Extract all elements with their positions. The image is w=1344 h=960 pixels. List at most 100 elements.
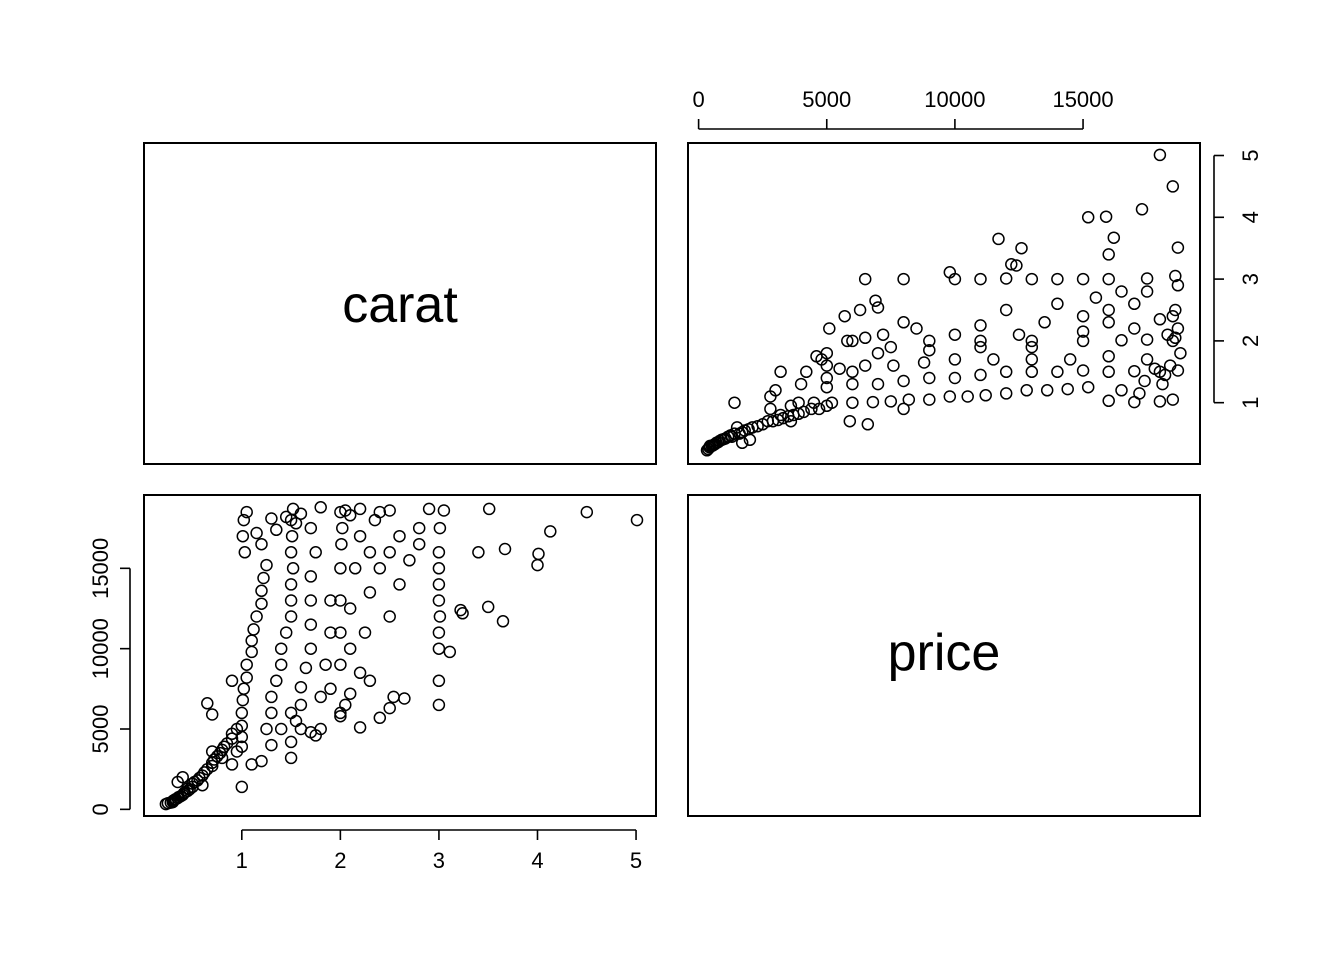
scatter-point [304, 594, 318, 607]
scatter-point [730, 421, 744, 434]
scatter-point [240, 505, 253, 519]
panel-carat-label-frame [143, 142, 657, 465]
scatter-point [245, 634, 258, 647]
scatter-point [353, 666, 367, 680]
diagonal-label-price: price [888, 624, 1001, 682]
scatter-point [743, 433, 757, 447]
scatter-point [1102, 316, 1115, 329]
scatter-point [245, 758, 258, 771]
y-tick-label-price: 15000 [88, 538, 113, 599]
scatter-point [432, 546, 446, 559]
scatter-point [1102, 365, 1115, 379]
scatter-point [432, 594, 446, 607]
scatter-point [1102, 272, 1115, 286]
scatter-point [339, 698, 352, 712]
scatter-point [1102, 394, 1115, 408]
scatter-point [974, 334, 987, 348]
scatter-point [846, 377, 859, 391]
scatter-point [363, 674, 377, 688]
scatter-point [284, 546, 298, 559]
scatter-point [334, 706, 347, 720]
scatter-point [304, 521, 318, 535]
scatter-point [764, 390, 777, 403]
scatter-point [235, 780, 249, 794]
scatter-point [858, 359, 872, 372]
scatter-point [284, 735, 298, 749]
scatter-point [235, 740, 249, 753]
scatter-point [923, 334, 936, 348]
y-tick-label-carat: 1 [1238, 397, 1263, 409]
scatter-point [201, 697, 214, 710]
scatter-point [236, 529, 250, 543]
scatter-point [373, 711, 387, 725]
scatter-point [1005, 258, 1018, 271]
scatter-point [1076, 364, 1090, 377]
scatter-point [1153, 395, 1167, 408]
scatter-point [383, 610, 396, 623]
scatter-point [198, 766, 211, 779]
y-tick-label-price: 5000 [88, 705, 113, 754]
scatter-point [207, 753, 221, 766]
scatter-point [433, 521, 447, 535]
scatter-point [974, 368, 987, 382]
scatter-point [1156, 377, 1169, 391]
scatter-point [1012, 328, 1026, 341]
scatter-point [1081, 380, 1095, 394]
x-tick-label-price: 15000 [1052, 87, 1113, 112]
scatter-point [974, 319, 987, 332]
scatter-point [363, 546, 377, 559]
scatter-point [1153, 148, 1167, 162]
scatter-point [923, 343, 936, 357]
scatter-point [285, 529, 299, 543]
scatter-point [235, 706, 249, 720]
scatter-point [240, 658, 253, 671]
scatter-point [237, 513, 251, 527]
scatter-point [1015, 241, 1028, 255]
scatter-point [820, 380, 834, 394]
scatter-point [393, 578, 406, 591]
scatter-point [304, 642, 318, 655]
y-tick-label-carat: 2 [1238, 335, 1263, 347]
scatter-point [1051, 297, 1064, 311]
scatter-point [335, 537, 348, 551]
scatter-point [289, 517, 303, 530]
scatter-point [1169, 331, 1182, 345]
scatter-point [225, 758, 239, 771]
x-tick-label-carat: 1 [236, 848, 248, 873]
scatter-point [250, 610, 263, 623]
diagonal-label-carat: carat [342, 276, 458, 334]
scatter-point [1038, 316, 1051, 329]
scatter-point [1115, 334, 1128, 347]
scatter-point [304, 725, 318, 739]
scatter-point [236, 693, 250, 707]
x-tick-label-carat: 4 [531, 848, 543, 873]
scatter-point [348, 562, 362, 575]
scatter-point [432, 642, 446, 655]
scatter-point [309, 546, 322, 559]
scatter-point [265, 512, 278, 525]
scatter-point [580, 505, 594, 519]
scatter-point [910, 322, 923, 335]
scatter-point [274, 658, 288, 671]
scatter-point [1076, 272, 1090, 286]
axes-layer: 1 2 3 4 5 0 5000 10000 15000 0 5000 10000 15000 1 2 3 4 5 [88, 87, 1263, 873]
scatter-point [532, 547, 545, 561]
scatter-point [294, 698, 308, 712]
scatter-point [1171, 241, 1185, 254]
scatter-point [482, 502, 496, 516]
scatter-point [265, 706, 278, 720]
scatter-point [255, 537, 268, 551]
scatter-point [343, 602, 357, 615]
scatter-point [432, 698, 446, 712]
scatter-point [443, 645, 457, 659]
scatter-point [432, 626, 446, 639]
scatter-point [1140, 333, 1154, 346]
scatter-point [943, 266, 957, 279]
scatter-point [1128, 364, 1141, 378]
scatter-point [815, 353, 828, 366]
scatter-point [923, 393, 936, 406]
scatter-point [286, 562, 300, 575]
scatter-point [1051, 365, 1064, 379]
scatter-point [343, 509, 357, 522]
lower-left-scatter [159, 501, 644, 811]
